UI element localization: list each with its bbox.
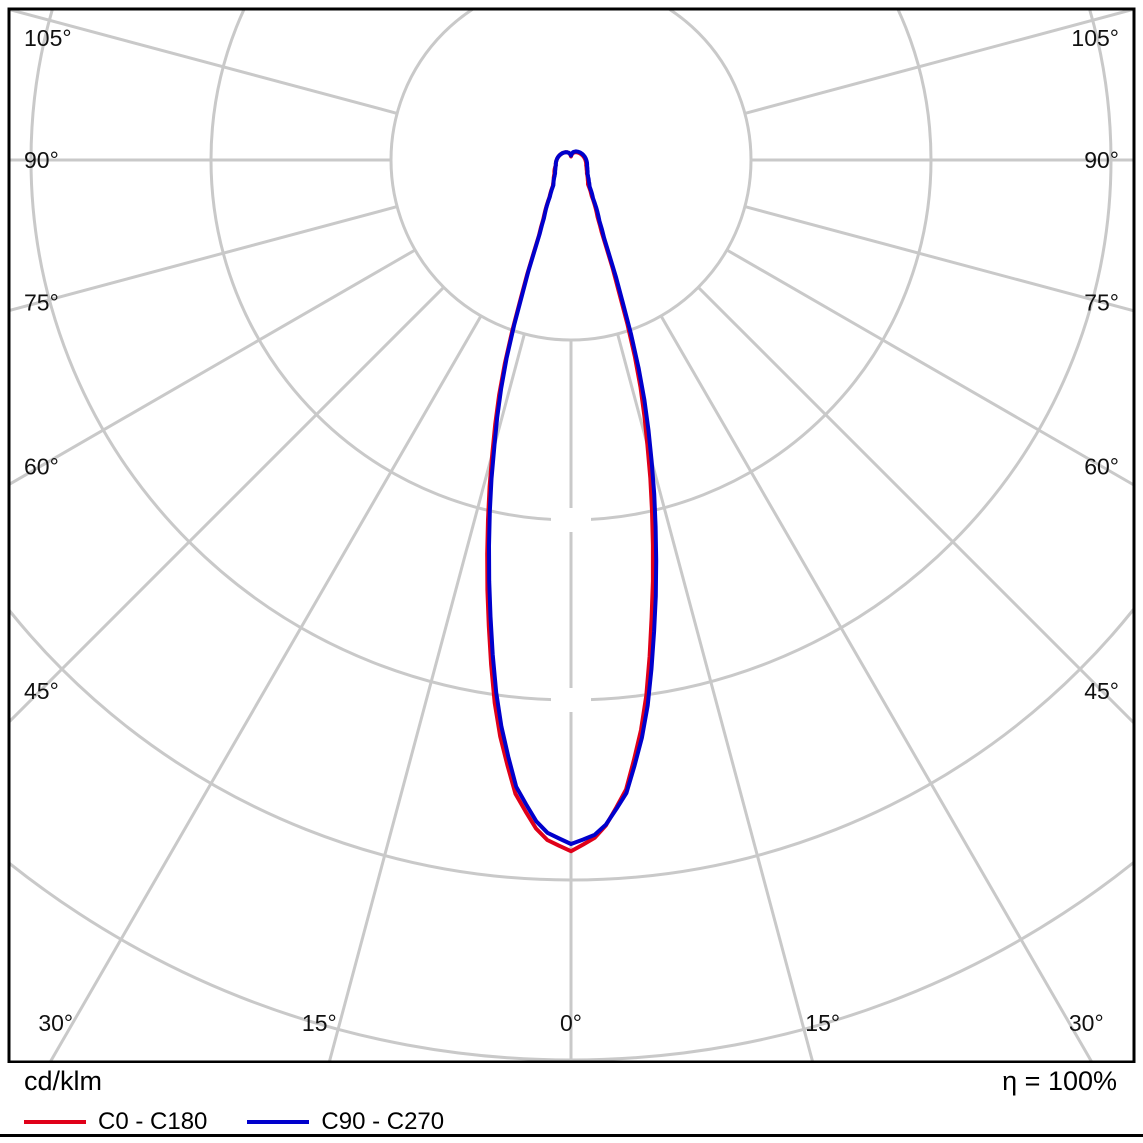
legend-swatch-blue [247,1120,310,1124]
polar-grid-radial-line [744,10,1133,115]
ring-value-box [551,508,591,532]
unit-label: cd/klm [24,1066,103,1096]
angle-label: 60° [1084,454,1119,480]
legend-row-series: C0 - C180 C90 - C270 [0,1097,1143,1136]
legend-label-c0-c180: C0 - C180 [98,1108,208,1135]
bottom-divider [0,1134,1143,1137]
ring-value-box [551,688,591,712]
angle-label: 75° [24,289,59,315]
angle-label: 15° [302,1010,337,1036]
angle-label: 90° [1084,147,1119,173]
series-curves [485,149,659,854]
polar-grid-ring [389,10,753,342]
polar-grid [10,10,1133,1061]
angle-label: 30° [38,1010,73,1036]
angle-label: 105° [1071,25,1119,51]
polar-grid-radial-line [616,333,814,1061]
polar-grid-radial-line [10,205,398,312]
angle-label: 105° [24,25,72,51]
polar-grid-radial-line [328,333,526,1061]
legend-swatch-red [24,1120,86,1124]
angle-label: 90° [24,147,59,173]
angle-label: 30° [1069,1010,1104,1036]
efficiency-label: η = 100% [1002,1066,1117,1096]
polar-grid-radial-line [726,248,1133,486]
angle-label: 0° [560,1010,582,1036]
polar-grid-radial-line [697,286,1133,724]
legend-item-c90-c270: C90 - C270 [247,1108,444,1136]
legend-area: cd/klm η = 100% C0 - C180 C90 - C270 [0,1063,1143,1143]
polar-grid-radial-line [10,286,445,723]
polar-grid-radial-line [10,10,398,115]
polar-chart: 0° 15° 15° 30° 30° 45° 45° 60° 60° 75° 75° 90° 90° 10… [7,7,1136,1064]
legend-item-c0-c180: C0 - C180 [24,1108,207,1136]
polar-grid-radial-line [744,205,1133,313]
angle-label: 45° [24,678,59,704]
legend-row-units: cd/klm η = 100% [0,1063,1143,1097]
angle-label: 60° [24,454,59,480]
polar-grid-radial-line [10,248,416,486]
angle-label: 75° [1084,289,1119,315]
angle-label: 45° [1084,678,1119,704]
polar-grid-radial-line [659,315,1093,1061]
legend-label-c90-c270: C90 - C270 [321,1108,445,1135]
polar-grid-radial-line [49,315,483,1061]
chart-frame [7,7,1136,1064]
angle-label: 15° [805,1010,840,1036]
series-curve-c90-c270 [487,149,659,846]
